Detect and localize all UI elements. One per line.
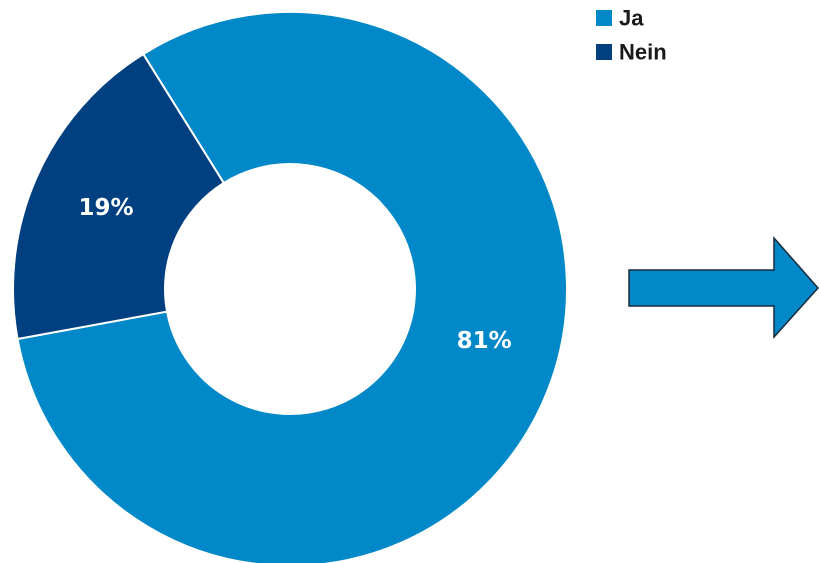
legend-label-ja: Ja xyxy=(619,6,644,31)
legend-label-nein: Nein xyxy=(619,40,667,65)
right-arrow-icon xyxy=(628,236,819,339)
donut-slice-nein xyxy=(12,52,226,341)
donut-slice-ja xyxy=(16,11,568,563)
legend-swatch-nein xyxy=(596,44,612,60)
legend: Ja Nein xyxy=(596,6,667,65)
legend-swatch-ja xyxy=(596,10,612,26)
donut-chart xyxy=(12,11,568,563)
data-label-nein: 19% xyxy=(79,195,134,221)
right-arrow-shape xyxy=(628,236,819,339)
data-label-ja: 81% xyxy=(457,328,512,354)
legend-item-nein: Nein xyxy=(596,40,667,65)
data-labels: 81% 19% xyxy=(79,195,512,354)
legend-item-ja: Ja xyxy=(596,6,644,31)
